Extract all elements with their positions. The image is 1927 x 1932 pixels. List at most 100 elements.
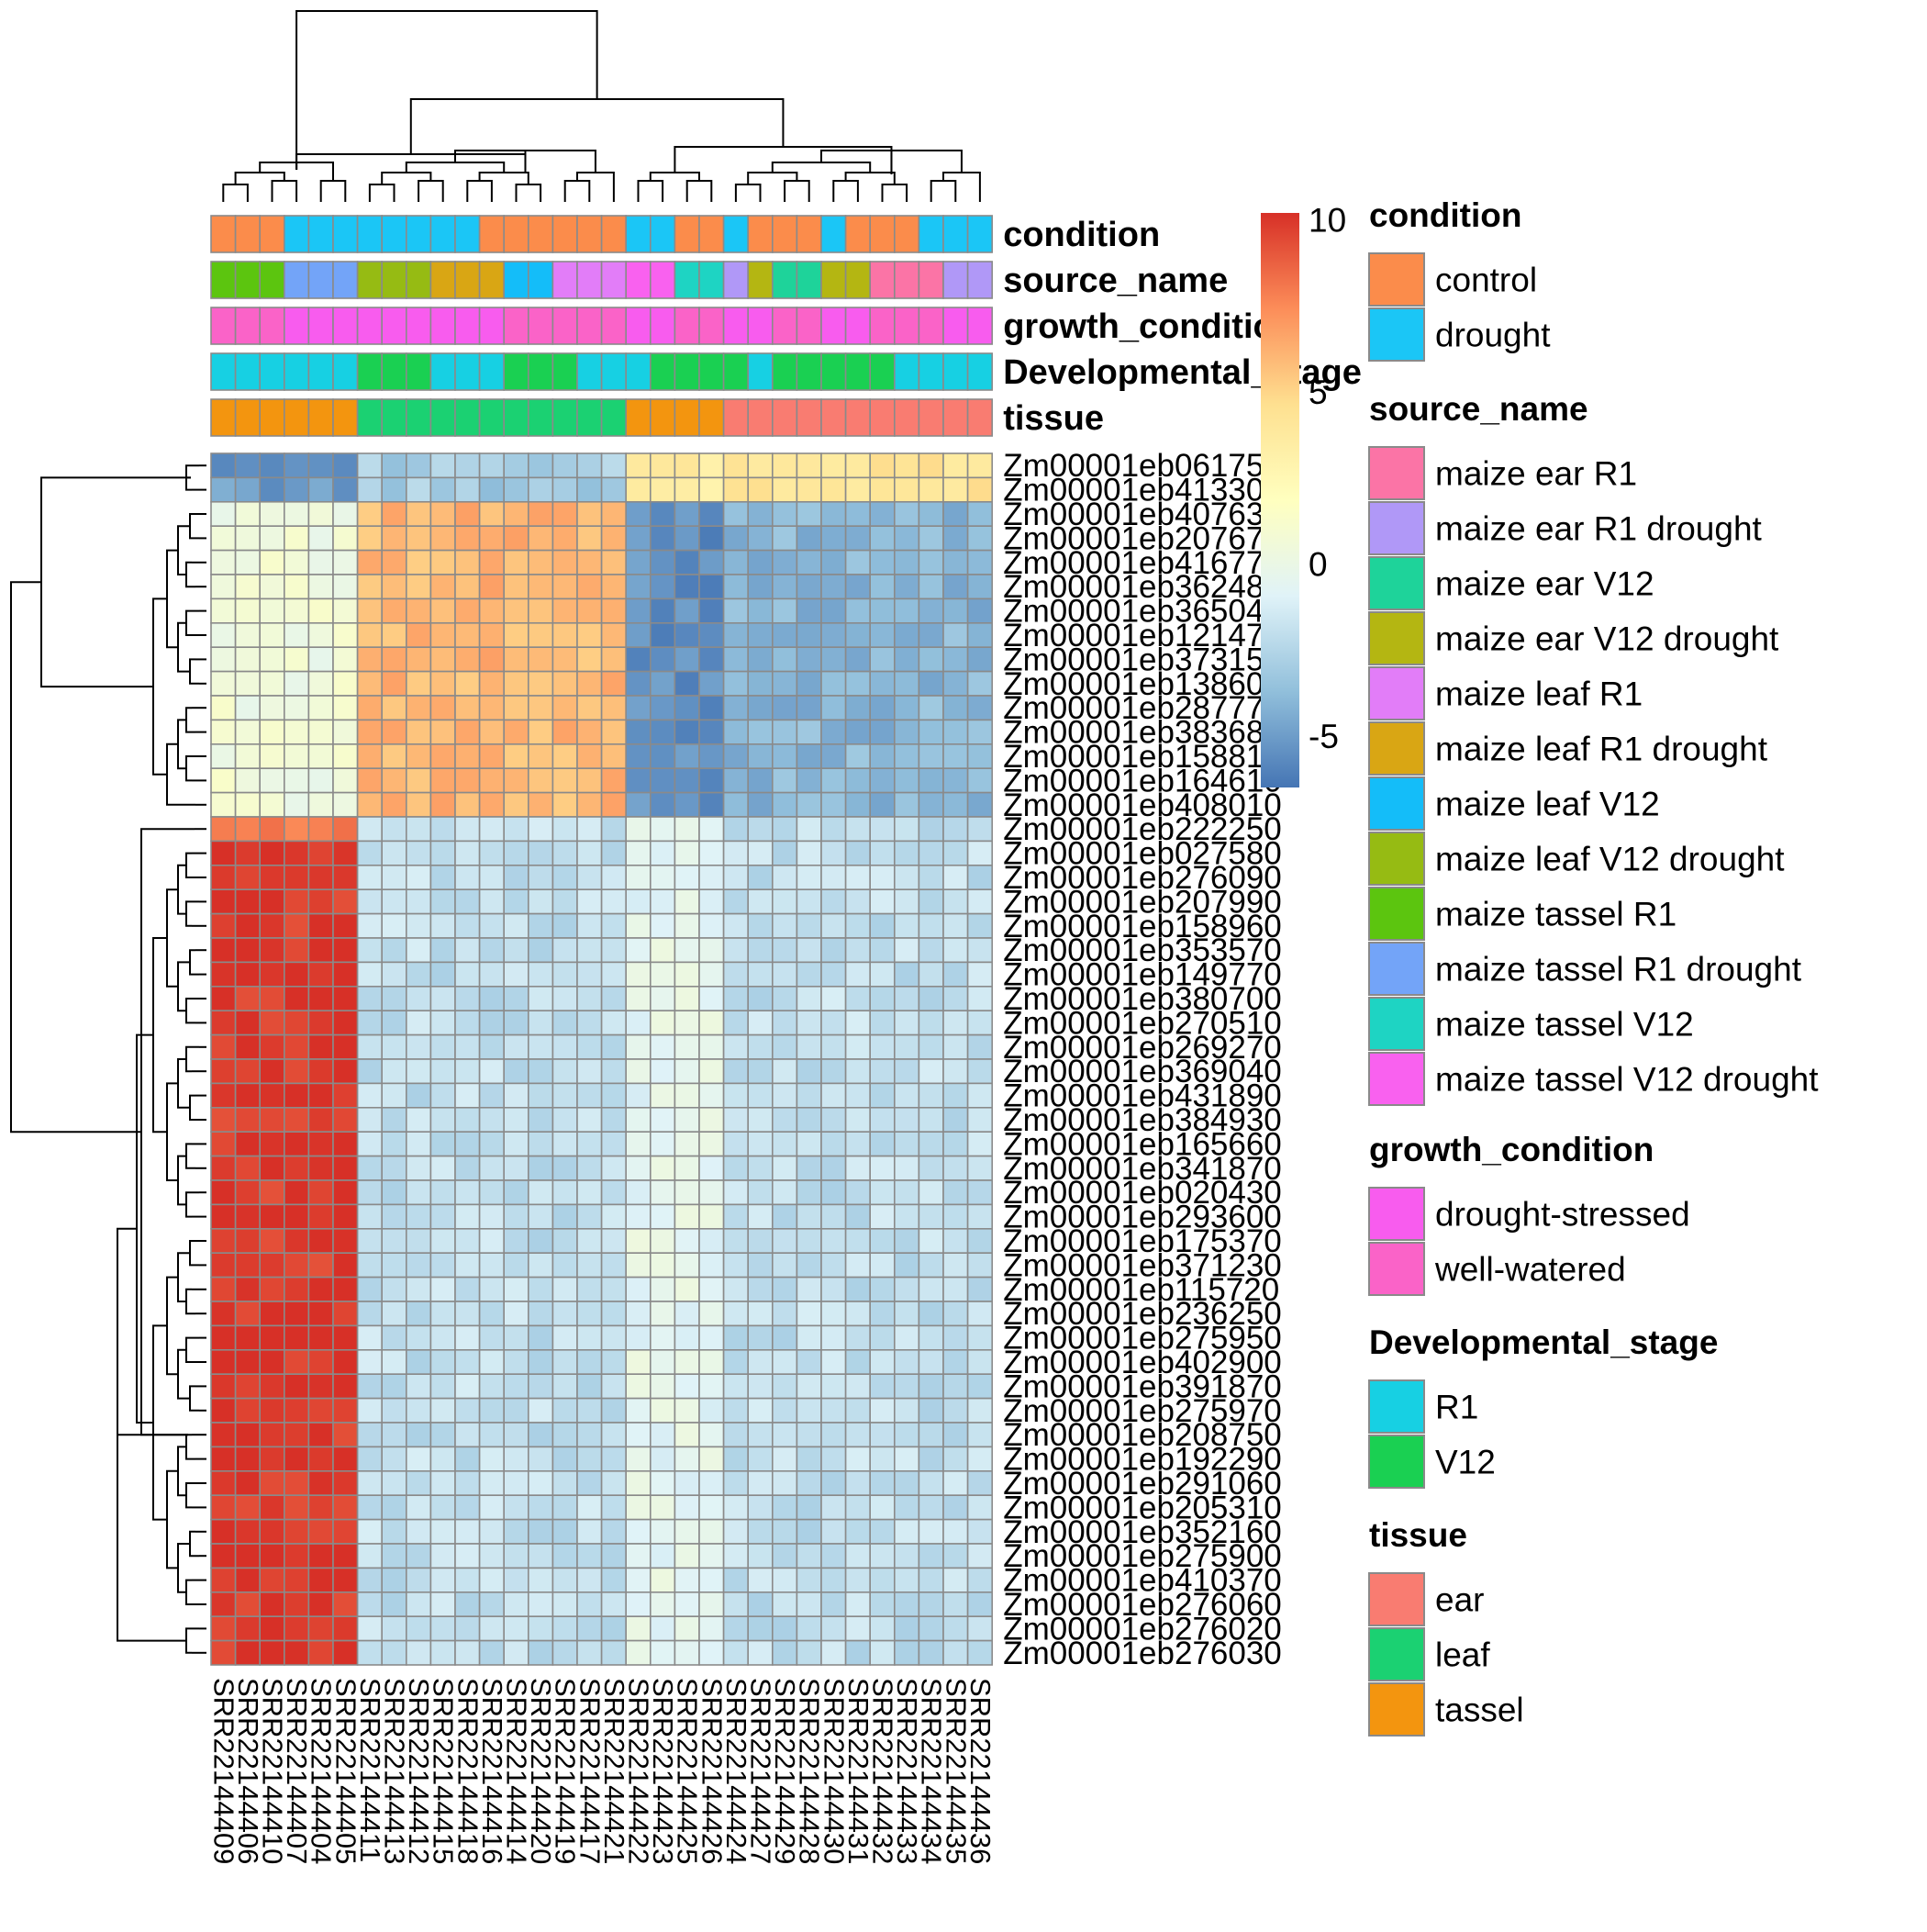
heatmap-cell [844, 1349, 871, 1376]
heatmap-cell [478, 452, 505, 479]
heatmap-cell [478, 986, 505, 1012]
heatmap-cell [551, 1494, 578, 1521]
heatmap-cell [551, 1615, 578, 1642]
heatmap-cell [722, 1010, 749, 1036]
heatmap-cell [283, 476, 310, 503]
heatmap-cell [259, 1324, 285, 1351]
heatmap-cell [771, 621, 798, 648]
heatmap-cell [527, 1082, 554, 1109]
heatmap-cell [576, 791, 603, 818]
heatmap-cell [674, 1494, 700, 1521]
annotation-cell [332, 215, 359, 253]
heatmap-cell [259, 1276, 285, 1302]
heatmap-cell [503, 888, 529, 915]
heatmap-cell [747, 743, 774, 769]
legend-title: Developmental_stage [1369, 1323, 1718, 1361]
heatmap-cell [600, 864, 627, 890]
dendrogram-branch [177, 1446, 186, 1497]
dendrogram-branch [189, 1240, 199, 1267]
heatmap-cell [698, 1615, 725, 1642]
heatmap-cell [600, 500, 627, 527]
heatmap-cell [307, 1203, 334, 1230]
heatmap-cell [405, 1203, 432, 1230]
heatmap-cell [674, 1615, 700, 1642]
heatmap-cell [307, 1252, 334, 1279]
heatmap-cell [283, 695, 310, 721]
annotation-cell [674, 307, 700, 345]
heatmap-cell [234, 1518, 262, 1545]
heatmap-cell [698, 961, 725, 988]
heatmap-cell [600, 1349, 627, 1376]
heatmap-cell [844, 525, 871, 552]
heatmap-cell [405, 961, 432, 988]
heatmap-cell [356, 574, 384, 600]
heatmap-cell [796, 476, 822, 503]
heatmap-cell [454, 1470, 481, 1497]
annotation-cell [356, 398, 384, 437]
heatmap-cell [796, 1033, 822, 1060]
heatmap-cell [259, 816, 285, 843]
heatmap-cell [551, 937, 578, 964]
heatmap-cell [674, 1349, 700, 1376]
annotation-cell [551, 215, 578, 253]
heatmap-cell [722, 1107, 749, 1134]
heatmap-cell [576, 525, 603, 552]
heatmap-cell [747, 1543, 774, 1569]
heatmap-cell [625, 1639, 652, 1666]
heatmap-cell [454, 840, 481, 866]
heatmap-cell [234, 1276, 262, 1302]
heatmap-cell [771, 1155, 798, 1181]
heatmap-cell [527, 1446, 554, 1472]
heatmap-cell [844, 816, 871, 843]
heatmap-cell [820, 1324, 847, 1351]
dendrogram-branch [185, 998, 195, 1024]
heatmap-cell [698, 1301, 725, 1327]
heatmap-cell [356, 986, 384, 1012]
heatmap-cell [893, 476, 920, 503]
heatmap-cell [381, 1349, 407, 1376]
column-label: SRR22144420 [525, 1678, 557, 1864]
heatmap-cell [796, 670, 822, 697]
heatmap-cell [478, 864, 505, 890]
heatmap-cell [942, 1276, 969, 1302]
heatmap-cell [381, 1228, 407, 1255]
heatmap-cell [649, 1131, 676, 1157]
annotation-cell [356, 307, 384, 345]
annotation-cell [722, 352, 749, 391]
heatmap-cell [918, 597, 944, 624]
heatmap-cell [259, 1107, 285, 1134]
heatmap-cell [942, 1324, 969, 1351]
heatmap-cell [942, 621, 969, 648]
heatmap-cell [625, 549, 652, 575]
dendrogram-branch [734, 184, 762, 195]
heatmap-cell [869, 1179, 896, 1206]
annotation-cell [283, 398, 310, 437]
heatmap-cell [966, 621, 993, 648]
heatmap-cell [698, 574, 725, 600]
heatmap-cell [576, 1082, 603, 1109]
annotation-cell [307, 261, 334, 299]
heatmap-cell [283, 500, 310, 527]
heatmap-cell [283, 864, 310, 890]
heatmap-cell [942, 1107, 969, 1134]
heatmap-cell [674, 1543, 700, 1569]
heatmap-cell [625, 1131, 652, 1157]
heatmap-cell [527, 670, 554, 697]
dendrogram-branch [637, 180, 664, 195]
heatmap-cell [478, 1276, 505, 1302]
annotation-cell [527, 215, 554, 253]
heatmap-cell [649, 1470, 676, 1497]
heatmap-cell [283, 1422, 310, 1448]
heatmap-cell [966, 670, 993, 697]
legend-item-label: maize ear R1 [1435, 455, 1637, 493]
heatmap-cell [796, 1301, 822, 1327]
annotation-cell [478, 352, 505, 391]
heatmap-cell [625, 1203, 652, 1230]
annotation-cell [503, 352, 529, 391]
heatmap-cell [844, 1397, 871, 1424]
heatmap-cell [234, 1179, 262, 1206]
heatmap-cell [381, 1301, 407, 1327]
heatmap-cell [527, 1349, 554, 1376]
annotation-cell [869, 398, 896, 437]
heatmap-cell [405, 476, 432, 503]
